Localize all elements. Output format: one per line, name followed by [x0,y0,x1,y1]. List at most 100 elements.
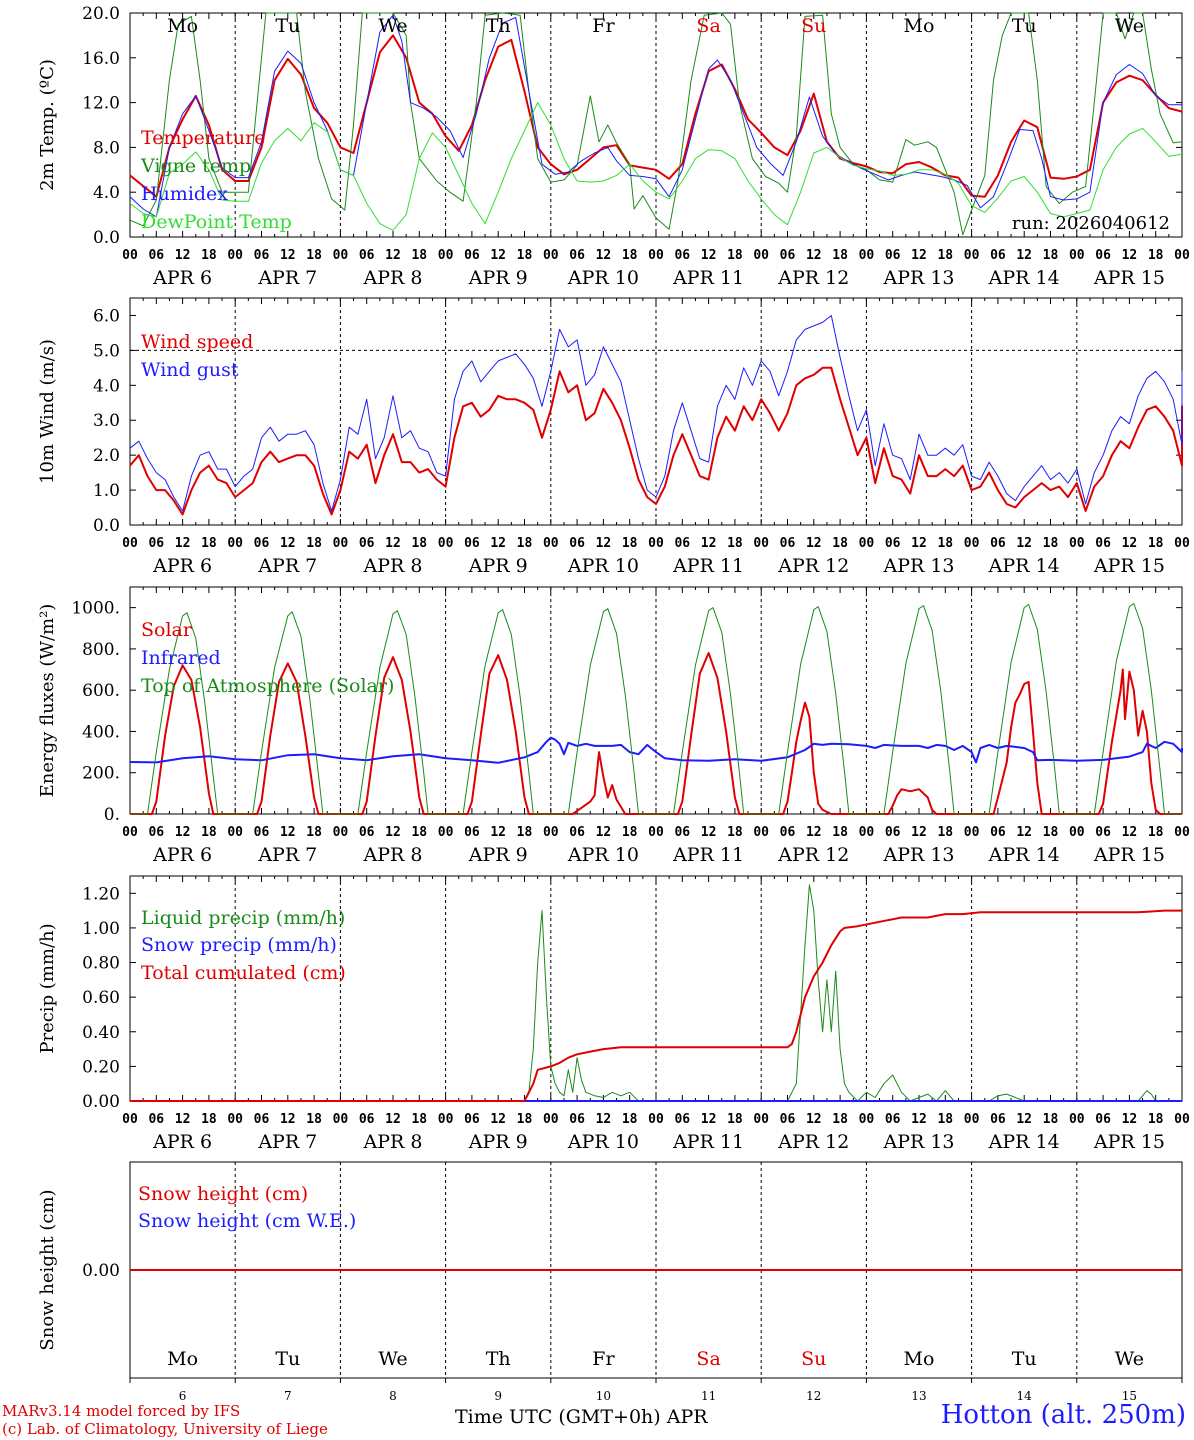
weekday-label: Tu [1012,15,1037,37]
y-tick-label: 0.40 [82,1023,120,1043]
hour-tick-label: 00 [543,248,559,263]
hour-tick-label: 00 [1174,825,1190,840]
legend-entry: DewPoint Temp [141,211,292,233]
y-tick-label: 20.0 [82,4,120,24]
hour-tick-label: 18 [306,825,322,840]
hour-tick-label: 00 [543,1112,559,1127]
hour-tick-label: 00 [438,1112,454,1127]
hour-tick-label: 18 [937,248,953,263]
hour-tick-label: 12 [806,536,822,551]
hour-tick-label: 06 [464,825,480,840]
hour-tick-label: 00 [753,825,769,840]
weekday-label: Sa [696,15,720,37]
date-label: APR 10 [567,555,639,577]
hour-tick-label: 00 [648,536,664,551]
weekday-label: Th [486,1348,511,1370]
weekday-label: Tu [1012,1348,1037,1370]
hour-tick-label: 18 [937,825,953,840]
hour-tick-label: 12 [1016,1112,1032,1127]
hour-tick-label: 00 [122,248,138,263]
series-line-humidex [129,14,1182,218]
hour-tick-label: 12 [911,1112,927,1127]
date-label: APR 13 [882,1131,954,1153]
y-tick-label: 16.0 [82,49,120,69]
date-label: APR 11 [672,267,744,289]
hour-tick-label: 12 [1122,1112,1138,1127]
hour-tick-label: 00 [227,825,243,840]
hour-tick-label: 12 [701,248,717,263]
date-label: APR 9 [468,844,528,866]
date-label: APR 7 [257,844,317,866]
hour-tick-label: 12 [596,1112,612,1127]
hour-tick-label: 06 [990,536,1006,551]
hour-tick-label: 18 [832,825,848,840]
hour-tick-label: 12 [596,536,612,551]
hour-tick-label: 18 [201,536,217,551]
hour-tick-label: 00 [648,248,664,263]
hour-tick-label: 06 [780,825,796,840]
y-tick-label: 6.0 [93,306,120,326]
hour-tick-label: 12 [1122,248,1138,263]
hour-tick-label: 12 [280,248,296,263]
date-label: APR 15 [1093,1131,1165,1153]
hour-tick-label: 06 [674,1112,690,1127]
date-label: APR 13 [882,267,954,289]
hour-tick-label: 18 [411,1112,427,1127]
date-label: APR 9 [468,267,528,289]
hour-tick-label: 00 [753,248,769,263]
hour-tick-label: 12 [701,536,717,551]
weekday-label: We [1115,15,1144,37]
hour-tick-label: 00 [1069,248,1085,263]
hour-tick-label: 06 [569,248,585,263]
hour-tick-label: 12 [385,248,401,263]
hour-tick-label: 06 [674,248,690,263]
legend-entry: Snow height (cm W.E.) [138,1210,356,1232]
date-label: APR 10 [567,1131,639,1153]
date-label: APR 12 [777,844,849,866]
date-label: APR 7 [257,267,317,289]
legend-entry: Temperature [141,127,265,149]
hour-tick-label: 06 [885,536,901,551]
hour-tick-label: 18 [1043,825,1059,840]
hour-tick-label: 18 [622,248,638,263]
date-label: APR 8 [363,555,423,577]
hour-tick-label: 12 [385,536,401,551]
y-tick-label: 200. [82,764,120,784]
hour-tick-label: 06 [254,825,270,840]
y-tick-label: 1000. [71,599,120,619]
hour-tick-label: 06 [148,536,164,551]
hour-tick-label: 06 [1095,248,1111,263]
hour-tick-label: 12 [1016,248,1032,263]
date-label: APR 12 [777,1131,849,1153]
hour-tick-label: 06 [359,825,375,840]
hour-tick-label: 06 [148,825,164,840]
date-label: APR 14 [988,555,1060,577]
legend-entry: Liquid precip (mm/h) [141,907,345,929]
series-line-wind-gust [129,315,1183,512]
hour-tick-label: 18 [832,1112,848,1127]
hour-tick-label: 00 [227,248,243,263]
hour-tick-label: 18 [201,248,217,263]
hour-tick-label: 06 [674,536,690,551]
date-label: APR 6 [152,555,212,577]
hour-tick-label: 12 [701,1112,717,1127]
hour-tick-label: 00 [753,1112,769,1127]
hour-tick-label: 18 [1148,825,1164,840]
y-tick-label: 0.0 [93,228,120,248]
hour-tick-label: 06 [359,248,375,263]
hour-tick-label: 18 [517,536,533,551]
date-label: APR 14 [988,844,1060,866]
weekday-label: Mo [167,1348,198,1370]
hour-tick-label: 18 [1043,536,1059,551]
weekday-label: Su [801,1348,826,1370]
hour-tick-label: 18 [832,248,848,263]
hour-tick-label: 00 [333,536,349,551]
hour-tick-label: 06 [148,248,164,263]
y-tick-label: 8.0 [93,138,120,158]
legend-entry: Snow height (cm) [138,1183,308,1205]
hour-tick-label: 06 [464,248,480,263]
hour-tick-label: 12 [1016,825,1032,840]
hour-tick-label: 12 [175,825,191,840]
hour-tick-label: 18 [727,825,743,840]
